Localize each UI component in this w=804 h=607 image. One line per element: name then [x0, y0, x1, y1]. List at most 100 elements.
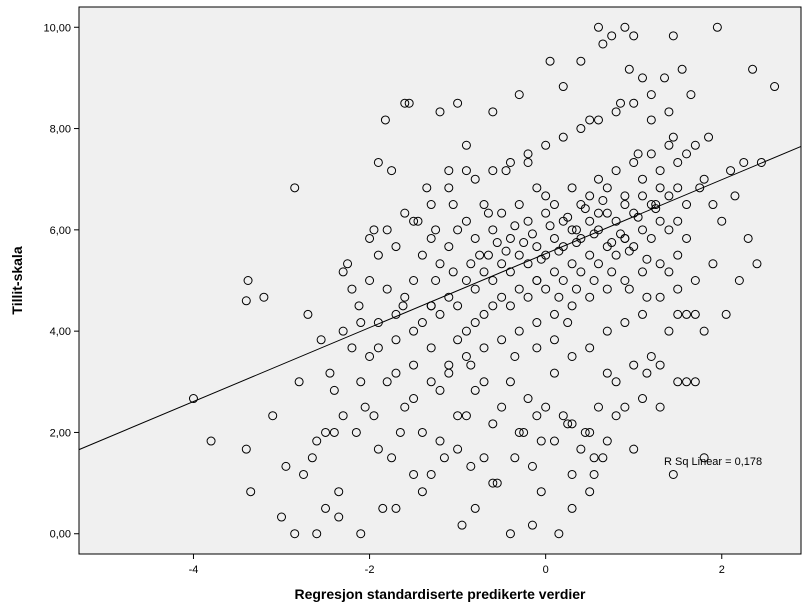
data-point: [497, 208, 507, 218]
data-point: [620, 276, 630, 285]
data-point: [466, 360, 476, 370]
data-point: [629, 31, 639, 41]
data-point: [593, 402, 603, 412]
data-point: [268, 411, 278, 421]
data-point: [470, 318, 480, 328]
data-point: [624, 64, 634, 74]
data-point: [611, 216, 621, 226]
data-point: [365, 351, 375, 361]
data-point: [580, 427, 590, 437]
data-point: [206, 436, 216, 446]
data-point: [294, 377, 304, 387]
data-point: [677, 64, 687, 74]
data-point: [593, 22, 603, 32]
data-point: [682, 309, 692, 319]
data-point: [347, 343, 357, 353]
data-point: [699, 174, 709, 184]
data-point: [541, 284, 551, 294]
data-point: [400, 402, 410, 412]
data-point: [589, 453, 599, 463]
data-point: [453, 335, 463, 345]
data-point: [602, 436, 612, 446]
data-point: [655, 183, 665, 193]
data-point: [585, 216, 595, 226]
data-point: [510, 453, 520, 463]
data-point: [426, 343, 436, 353]
data-point: [611, 250, 621, 260]
data-point: [241, 296, 251, 306]
data-point: [541, 191, 551, 201]
data-point: [545, 56, 555, 66]
data-point: [453, 225, 463, 235]
data-point: [571, 225, 581, 235]
x-tick-label: 0: [543, 564, 549, 576]
data-point: [523, 149, 533, 159]
data-point: [519, 238, 529, 248]
data-point: [369, 411, 379, 421]
data-point: [303, 309, 313, 319]
data-point: [593, 115, 603, 125]
data-point: [673, 183, 683, 193]
data-point: [585, 427, 595, 437]
data-point: [479, 343, 489, 353]
data-point: [470, 174, 480, 184]
data-point: [325, 368, 335, 378]
data-point: [585, 343, 595, 353]
data-point: [673, 309, 683, 319]
data-point: [655, 292, 665, 302]
data-point: [391, 503, 401, 513]
data-point: [673, 250, 683, 260]
y-axis: 0,00 2,00 4,00 6,00 8,00 10,00: [43, 22, 79, 541]
data-point: [312, 436, 322, 446]
data-point: [532, 183, 542, 193]
data-point: [598, 39, 608, 49]
data-point: [409, 394, 419, 404]
data-point: [417, 487, 427, 497]
data-point: [461, 216, 471, 226]
data-point: [616, 229, 625, 239]
data-point: [457, 520, 467, 530]
data-point: [549, 335, 559, 345]
data-point: [422, 183, 432, 193]
data-point: [563, 318, 573, 328]
data-point: [466, 259, 476, 269]
data-point: [461, 326, 471, 336]
data-point: [673, 284, 683, 294]
data-point: [730, 191, 740, 201]
data-point: [334, 487, 344, 497]
data-point: [602, 284, 612, 294]
data-point: [387, 453, 397, 463]
data-point: [620, 318, 630, 328]
data-point: [549, 436, 559, 446]
data-point: [380, 115, 390, 125]
data-point: [277, 512, 287, 522]
data-point: [620, 402, 630, 412]
data-point: [646, 90, 656, 100]
y-tick-label: 0,00: [50, 529, 71, 541]
data-point: [316, 335, 326, 345]
data-point: [453, 444, 463, 454]
data-point: [638, 394, 648, 404]
data-point: [378, 503, 388, 513]
data-point: [373, 250, 383, 260]
data-point: [638, 191, 648, 201]
data-point: [483, 250, 493, 260]
data-point: [426, 469, 436, 479]
data-point: [259, 292, 269, 302]
data-point: [470, 284, 480, 294]
data-point: [655, 166, 665, 176]
data-point: [356, 529, 366, 539]
data-point: [461, 411, 471, 421]
data-point: [299, 469, 309, 479]
data-point: [638, 174, 648, 184]
data-point: [664, 140, 674, 150]
data-point: [532, 318, 542, 328]
data-point: [607, 31, 617, 41]
data-point: [505, 377, 515, 387]
y-tick-label: 8,00: [50, 124, 71, 136]
data-point: [360, 402, 370, 412]
data-point: [483, 208, 493, 218]
data-point: [435, 259, 445, 269]
data-point: [382, 284, 392, 294]
